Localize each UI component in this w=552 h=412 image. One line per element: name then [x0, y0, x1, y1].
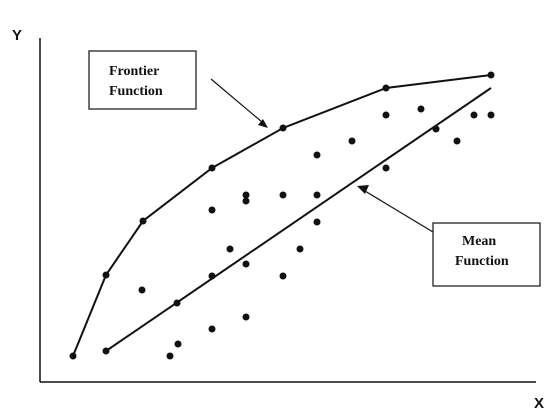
mean-function-line	[105, 87, 492, 352]
data-point	[296, 245, 304, 253]
data-point	[470, 111, 478, 119]
observation-points	[69, 71, 495, 360]
data-point	[279, 191, 287, 199]
data-point	[382, 111, 390, 119]
data-point	[208, 206, 216, 214]
data-point	[432, 125, 440, 133]
mean-label-box	[432, 222, 541, 287]
data-point	[138, 286, 146, 294]
frontier-label-line2: Function	[109, 84, 163, 99]
data-point	[102, 271, 110, 279]
x-axis-label: X	[534, 395, 544, 412]
data-point	[242, 191, 250, 199]
frontier-arrow	[210, 78, 268, 128]
data-point	[417, 105, 425, 113]
data-point	[313, 218, 321, 226]
data-point	[242, 197, 250, 205]
data-point	[102, 347, 110, 355]
data-point	[208, 272, 216, 280]
frontier-label-box	[88, 50, 197, 110]
data-point	[166, 352, 174, 360]
data-point	[174, 340, 182, 348]
frontier-function-line	[72, 74, 492, 357]
data-point	[208, 325, 216, 333]
data-point	[242, 313, 250, 321]
data-point	[279, 124, 287, 132]
mean-label-line1: Mean	[462, 234, 496, 249]
y-axis-label: Y	[12, 27, 22, 44]
data-point	[453, 137, 461, 145]
data-point	[382, 164, 390, 172]
data-point	[242, 260, 250, 268]
data-point	[348, 137, 356, 145]
data-point	[69, 352, 77, 360]
data-point	[313, 151, 321, 159]
data-point	[313, 191, 321, 199]
data-point	[139, 217, 147, 225]
data-point	[382, 84, 390, 92]
data-point	[208, 164, 216, 172]
data-point	[226, 245, 234, 253]
mean-arrow	[357, 185, 434, 233]
data-point	[173, 299, 181, 307]
data-point	[487, 111, 495, 119]
data-point	[487, 71, 495, 79]
data-point	[279, 272, 287, 280]
frontier-label-line1: Frontier	[109, 64, 159, 79]
mean-label-line2: Function	[455, 254, 509, 269]
